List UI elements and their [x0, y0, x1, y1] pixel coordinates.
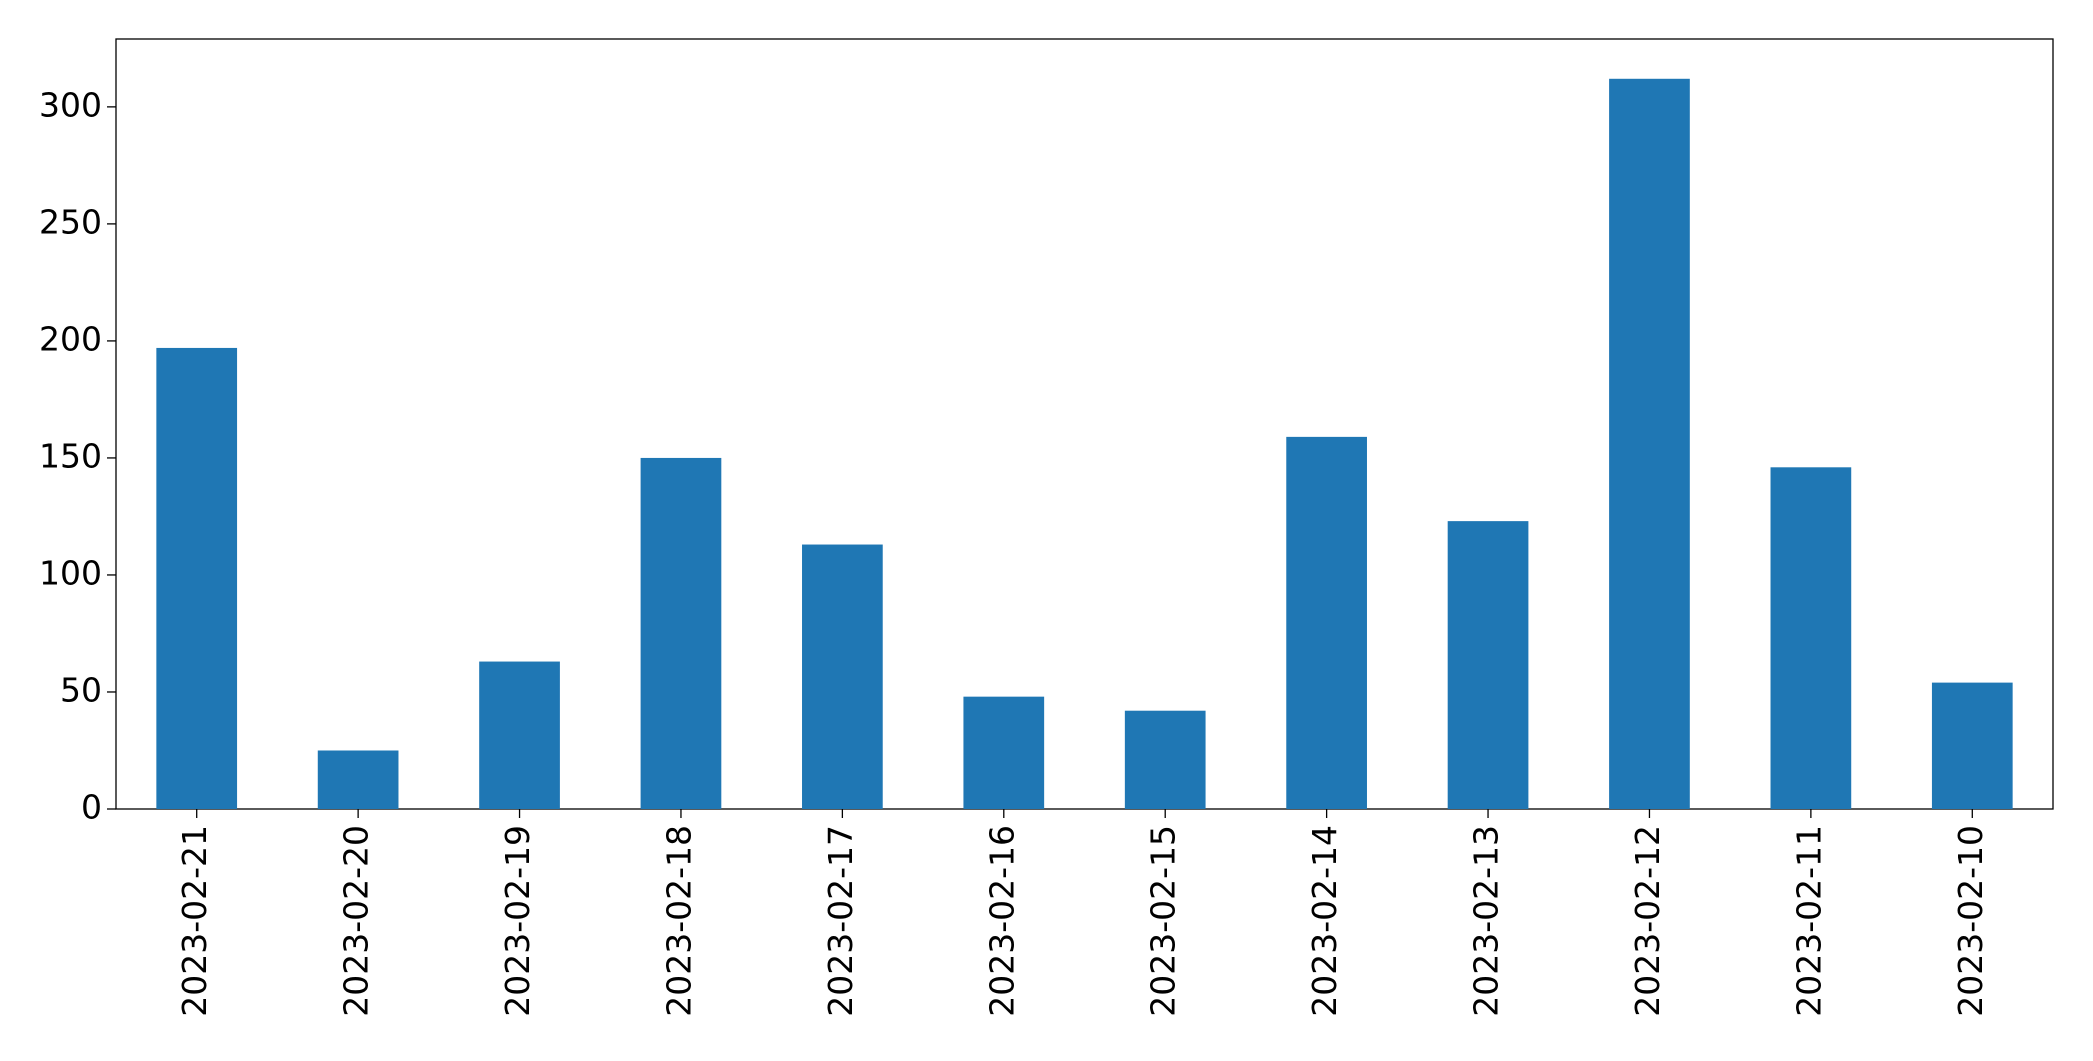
bar	[1286, 436, 1367, 809]
bar	[317, 750, 399, 809]
bar	[963, 696, 1045, 809]
x-tick-label: 2023-02-21	[175, 825, 214, 1017]
plot-frame	[115, 38, 2054, 810]
bar	[1609, 78, 1690, 809]
bar	[1124, 710, 1206, 809]
bar	[156, 347, 238, 809]
x-tick-label: 2023-02-15	[1144, 825, 1183, 1017]
bar	[802, 544, 883, 809]
bar	[1447, 521, 1529, 809]
y-tick-label: 250	[39, 202, 102, 241]
x-tick-label: 2023-02-20	[337, 825, 376, 1017]
x-tick-label: 2023-02-12	[1628, 825, 1667, 1017]
bar	[1931, 682, 2013, 809]
x-tick-label: 2023-02-10	[1951, 825, 1990, 1017]
bar	[640, 457, 722, 809]
x-tick-label: 2023-02-11	[1789, 825, 1828, 1017]
bar	[479, 661, 560, 809]
y-tick-label: 200	[39, 319, 102, 358]
x-tick-label: 2023-02-16	[982, 825, 1021, 1017]
y-tick-label: 0	[81, 788, 102, 827]
y-tick-label: 300	[39, 85, 102, 124]
x-tick-label: 2023-02-13	[1467, 825, 1506, 1017]
y-tick-label: 150	[39, 436, 102, 475]
bar	[1770, 467, 1852, 809]
x-tick-label: 2023-02-17	[821, 825, 860, 1017]
x-tick-label: 2023-02-14	[1305, 825, 1344, 1017]
y-tick-label: 100	[39, 553, 102, 592]
y-tick-label: 50	[60, 670, 102, 709]
x-tick-label: 2023-02-18	[659, 825, 698, 1017]
x-tick-label: 2023-02-19	[498, 825, 537, 1017]
